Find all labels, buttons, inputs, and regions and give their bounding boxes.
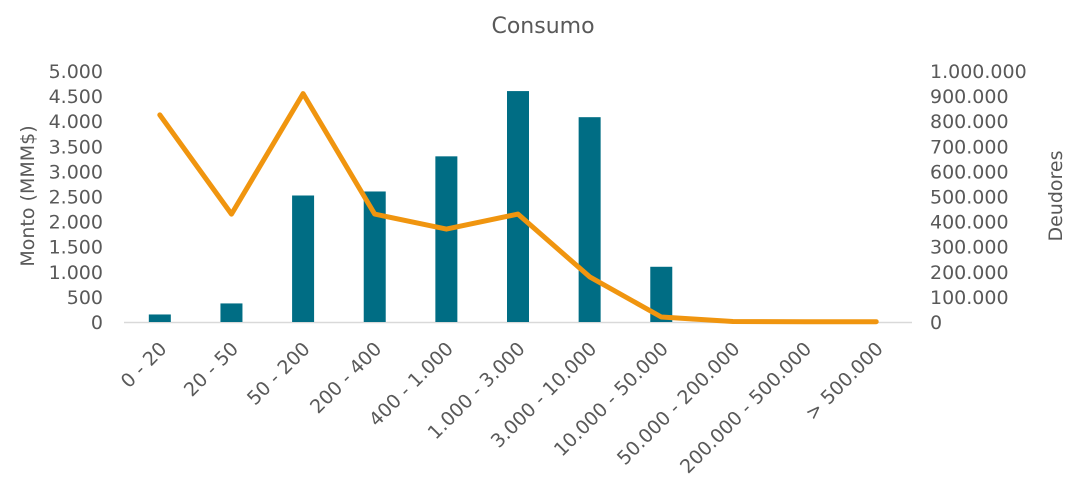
y2-tick-label: 400.000 (930, 212, 1009, 234)
y-tick-label: 2.000 (49, 212, 103, 234)
y2-tick-label: 0 (930, 312, 942, 334)
chart-marks: 0 500 1.000 1.500 2.000 2.500 3.000 3.500 4.000 4… (49, 61, 1027, 478)
y2-tick-label: 800.000 (930, 111, 1009, 133)
y-tick-label: 5.000 (49, 61, 103, 83)
bar (578, 117, 601, 323)
y-tick-label: 1.000 (49, 262, 103, 284)
y-tick-label: 3.000 (49, 161, 103, 183)
chart-title: Consumo (491, 14, 594, 39)
y2-tick-label: 600.000 (930, 161, 1009, 183)
bar (363, 191, 386, 322)
x-tick-label: 0 - 20 (117, 338, 172, 393)
y-tick-label: 500 (67, 287, 103, 309)
bar (292, 195, 315, 322)
y2-tick-label: 500.000 (930, 187, 1009, 209)
y-tick-label: 4.000 (49, 111, 103, 133)
series-line (157, 91, 879, 325)
x-tick-label: 50.000 - 200.000 (613, 338, 745, 470)
bar (507, 91, 529, 322)
y-tick-label: 4.500 (49, 86, 103, 108)
bar (650, 266, 673, 322)
y-axis-label: Monto (MMM$) (17, 125, 39, 266)
y2-tick-label: 700.000 (930, 136, 1009, 158)
y2-tick-label: 200.000 (930, 262, 1009, 284)
y-tick-label: 0 (91, 312, 103, 334)
bar (148, 314, 171, 322)
y2-tick-label: 300.000 (930, 237, 1009, 259)
y-tick-label: 3.500 (49, 136, 103, 158)
y2-tick-label: 100.000 (930, 287, 1009, 309)
x-tick-label: 50 - 200 (243, 338, 315, 410)
y2-tick-label: 900.000 (930, 86, 1009, 108)
y2-tick-label: 1.000.000 (930, 61, 1027, 83)
bar (220, 303, 243, 322)
x-tick-label: 200.000 - 500.000 (676, 338, 816, 478)
bar (435, 156, 458, 322)
y-tick-label: 1.500 (49, 237, 103, 259)
y-tick-label: 2.500 (49, 187, 103, 209)
x-tick-label: > 500.000 (801, 338, 888, 425)
x-tick-label: 20 - 50 (180, 338, 243, 401)
y2-axis-label: Deudores (1045, 150, 1067, 241)
